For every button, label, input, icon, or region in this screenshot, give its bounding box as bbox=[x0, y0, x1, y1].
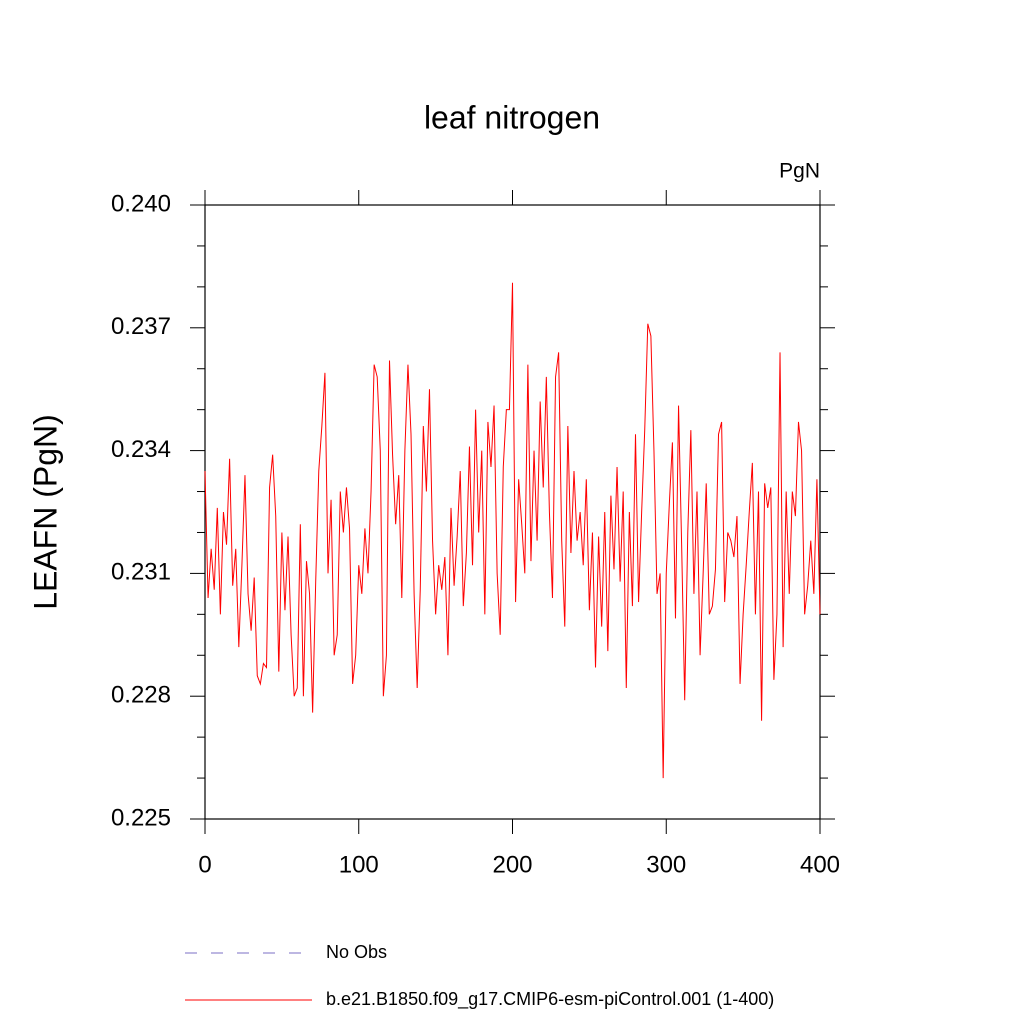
units-label: PgN bbox=[779, 160, 820, 183]
y-tick-label: 0.228 bbox=[111, 682, 171, 709]
y-tick-label: 0.225 bbox=[111, 804, 171, 831]
legend-label: b.e21.B1850.f09_g17.CMIP6-esm-piControl.… bbox=[326, 989, 774, 1010]
x-tick-label: 400 bbox=[800, 851, 840, 878]
x-tick-label: 100 bbox=[339, 851, 379, 878]
y-tick-label: 0.240 bbox=[111, 190, 171, 217]
chart-title: leaf nitrogen bbox=[424, 99, 600, 135]
x-tick-label: 200 bbox=[492, 851, 532, 878]
legend-label: No Obs bbox=[326, 942, 387, 962]
y-tick-label: 0.237 bbox=[111, 313, 171, 340]
x-tick-label: 0 bbox=[198, 851, 211, 878]
y-axis-label: LEAFN (PgN) bbox=[27, 414, 63, 610]
y-tick-label: 0.234 bbox=[111, 436, 171, 463]
x-tick-label: 300 bbox=[646, 851, 686, 878]
y-tick-label: 0.231 bbox=[111, 559, 171, 586]
data-line bbox=[204, 282, 821, 779]
